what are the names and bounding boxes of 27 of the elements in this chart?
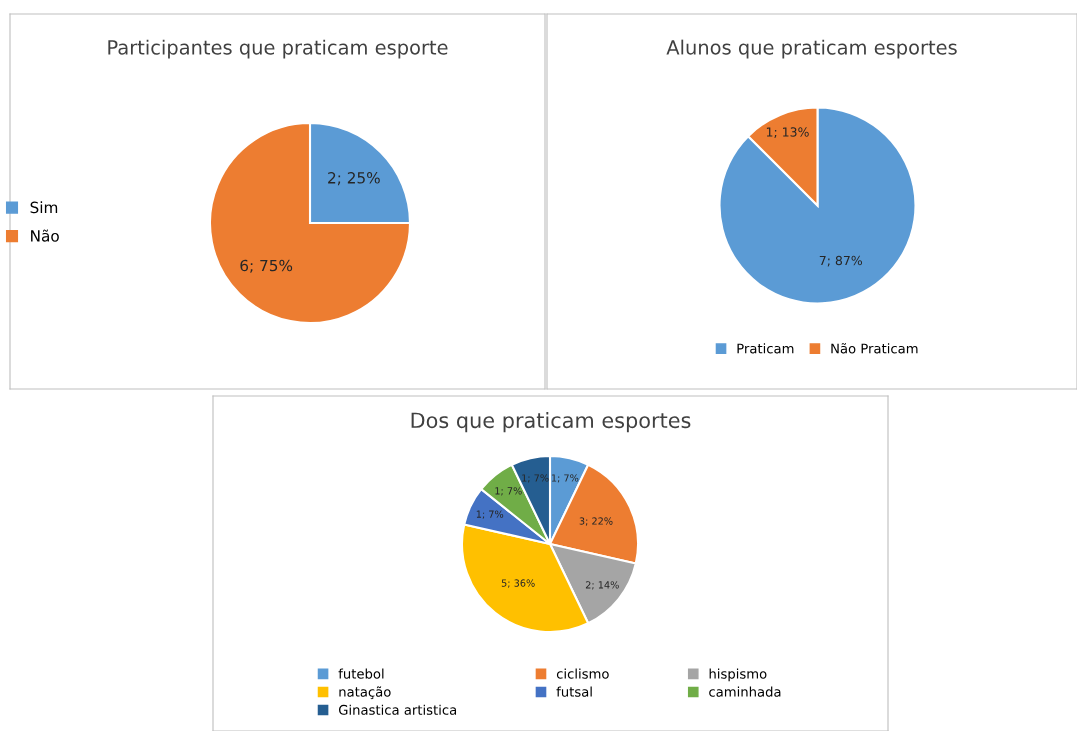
- data-label: 5; 36%: [501, 579, 535, 588]
- data-label: 1; 7%: [522, 474, 549, 483]
- data-label: 1; 7%: [476, 510, 504, 519]
- data-label: 1; 13%: [766, 127, 809, 138]
- data-label: 2; 14%: [585, 581, 619, 590]
- data-label: 1; 7%: [495, 487, 522, 496]
- chart-title: Dos que praticam esportes: [411, 412, 691, 433]
- data-label: 6; 75%: [240, 259, 293, 273]
- legend-label: futsal: [556, 686, 592, 697]
- legend-label: futebol: [338, 668, 384, 679]
- legend-label: Praticam: [737, 343, 794, 354]
- legend-label: Não Praticam: [831, 343, 918, 354]
- legend-label: ciclismo: [556, 668, 609, 679]
- chart-title: Alunos que praticam esportes: [666, 39, 957, 59]
- data-label: 1; 7%: [551, 474, 579, 483]
- legend-label: natação: [339, 686, 391, 700]
- legend-label: hispismo: [709, 668, 767, 682]
- pie-slice: [208, 121, 412, 325]
- legend-label: caminhada: [709, 686, 781, 697]
- legend-label: Sim: [30, 201, 58, 214]
- data-label: 3; 22%: [579, 517, 613, 526]
- data-label: 7; 87%: [819, 255, 863, 267]
- chart-title: Participantes que praticam esporte: [108, 39, 448, 59]
- legend-label: Não: [31, 229, 59, 242]
- legend-label: Ginastica artistica: [338, 704, 457, 715]
- pie-slice: [718, 106, 917, 305]
- data-label: 2; 25%: [328, 172, 380, 186]
